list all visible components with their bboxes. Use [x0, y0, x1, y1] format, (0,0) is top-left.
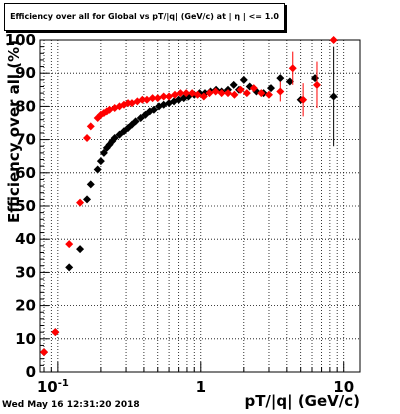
data-point: [205, 89, 214, 98]
data-point: [131, 117, 140, 126]
data-point: [329, 36, 338, 44]
data-point: [229, 80, 238, 89]
data-point: [217, 89, 226, 98]
data-point: [288, 64, 297, 73]
data-point: [242, 89, 251, 98]
series-layer: [40, 36, 338, 357]
data-point: [193, 90, 202, 99]
data-point: [199, 92, 208, 101]
data-point: [264, 90, 273, 99]
data-point: [153, 94, 162, 103]
data-point: [249, 84, 258, 93]
y-tick-label: 30: [15, 263, 36, 281]
data-point: [311, 74, 320, 83]
data-point: [285, 77, 294, 86]
data-point: [299, 95, 308, 104]
data-point: [312, 80, 321, 89]
x-tick-exponent: -1: [58, 378, 69, 389]
chart-title: Efficiency over all for Global vs pT/|q|…: [4, 3, 285, 31]
y-tick-label: 100: [5, 31, 36, 49]
data-point: [329, 92, 338, 101]
y-tick-label: 0: [26, 363, 36, 381]
y-tick-label: 40: [15, 230, 36, 248]
data-point: [96, 157, 105, 166]
y-tick-label: 70: [15, 131, 36, 149]
x-tick-label: 1: [196, 378, 206, 396]
data-point: [149, 105, 158, 114]
y-tick-label: 20: [15, 297, 36, 315]
data-point: [138, 95, 147, 104]
y-tick-label: 10: [15, 330, 36, 348]
data-point: [176, 89, 185, 98]
data-point: [257, 89, 266, 98]
x-tick-label: 10-1: [37, 378, 69, 396]
data-point: [65, 263, 74, 272]
data-point: [110, 133, 119, 142]
data-point: [165, 92, 174, 101]
x-axis-title: pT/|q| (GeV/c): [244, 392, 360, 411]
data-point: [182, 89, 191, 98]
data-point: [93, 165, 102, 174]
data-point: [211, 87, 220, 96]
data-point: [51, 328, 60, 337]
data-point: [276, 87, 285, 96]
data-point: [86, 122, 95, 131]
data-point: [83, 133, 92, 142]
data-point: [76, 245, 85, 254]
data-point: [76, 198, 85, 207]
tick-layer: 0 10 20 30 40 50 60 70 80 90 100 10-1 1 10: [5, 31, 354, 396]
y-tick-label: 90: [15, 64, 36, 82]
data-point: [40, 348, 49, 357]
data-point: [267, 84, 276, 93]
y-axis-title: Efficiency over all (%): [5, 40, 23, 223]
y-tick-label: 60: [15, 164, 36, 182]
x-tick-label: 10: [333, 378, 354, 396]
data-point: [83, 195, 92, 204]
grid-layer: [40, 40, 360, 372]
y-tick-label: 50: [15, 197, 36, 215]
data-point: [239, 75, 248, 84]
timestamp: Wed May 16 12:31:20 2018: [2, 400, 140, 410]
data-point: [136, 114, 145, 123]
data-point: [86, 180, 95, 189]
data-point: [230, 90, 239, 99]
data-point: [276, 74, 285, 83]
series-red: [40, 36, 338, 357]
data-point: [223, 89, 232, 98]
y-tick-label: 80: [15, 97, 36, 115]
data-point: [65, 240, 74, 249]
data-point: [236, 85, 245, 94]
data-point: [159, 92, 168, 101]
data-point: [148, 94, 157, 103]
